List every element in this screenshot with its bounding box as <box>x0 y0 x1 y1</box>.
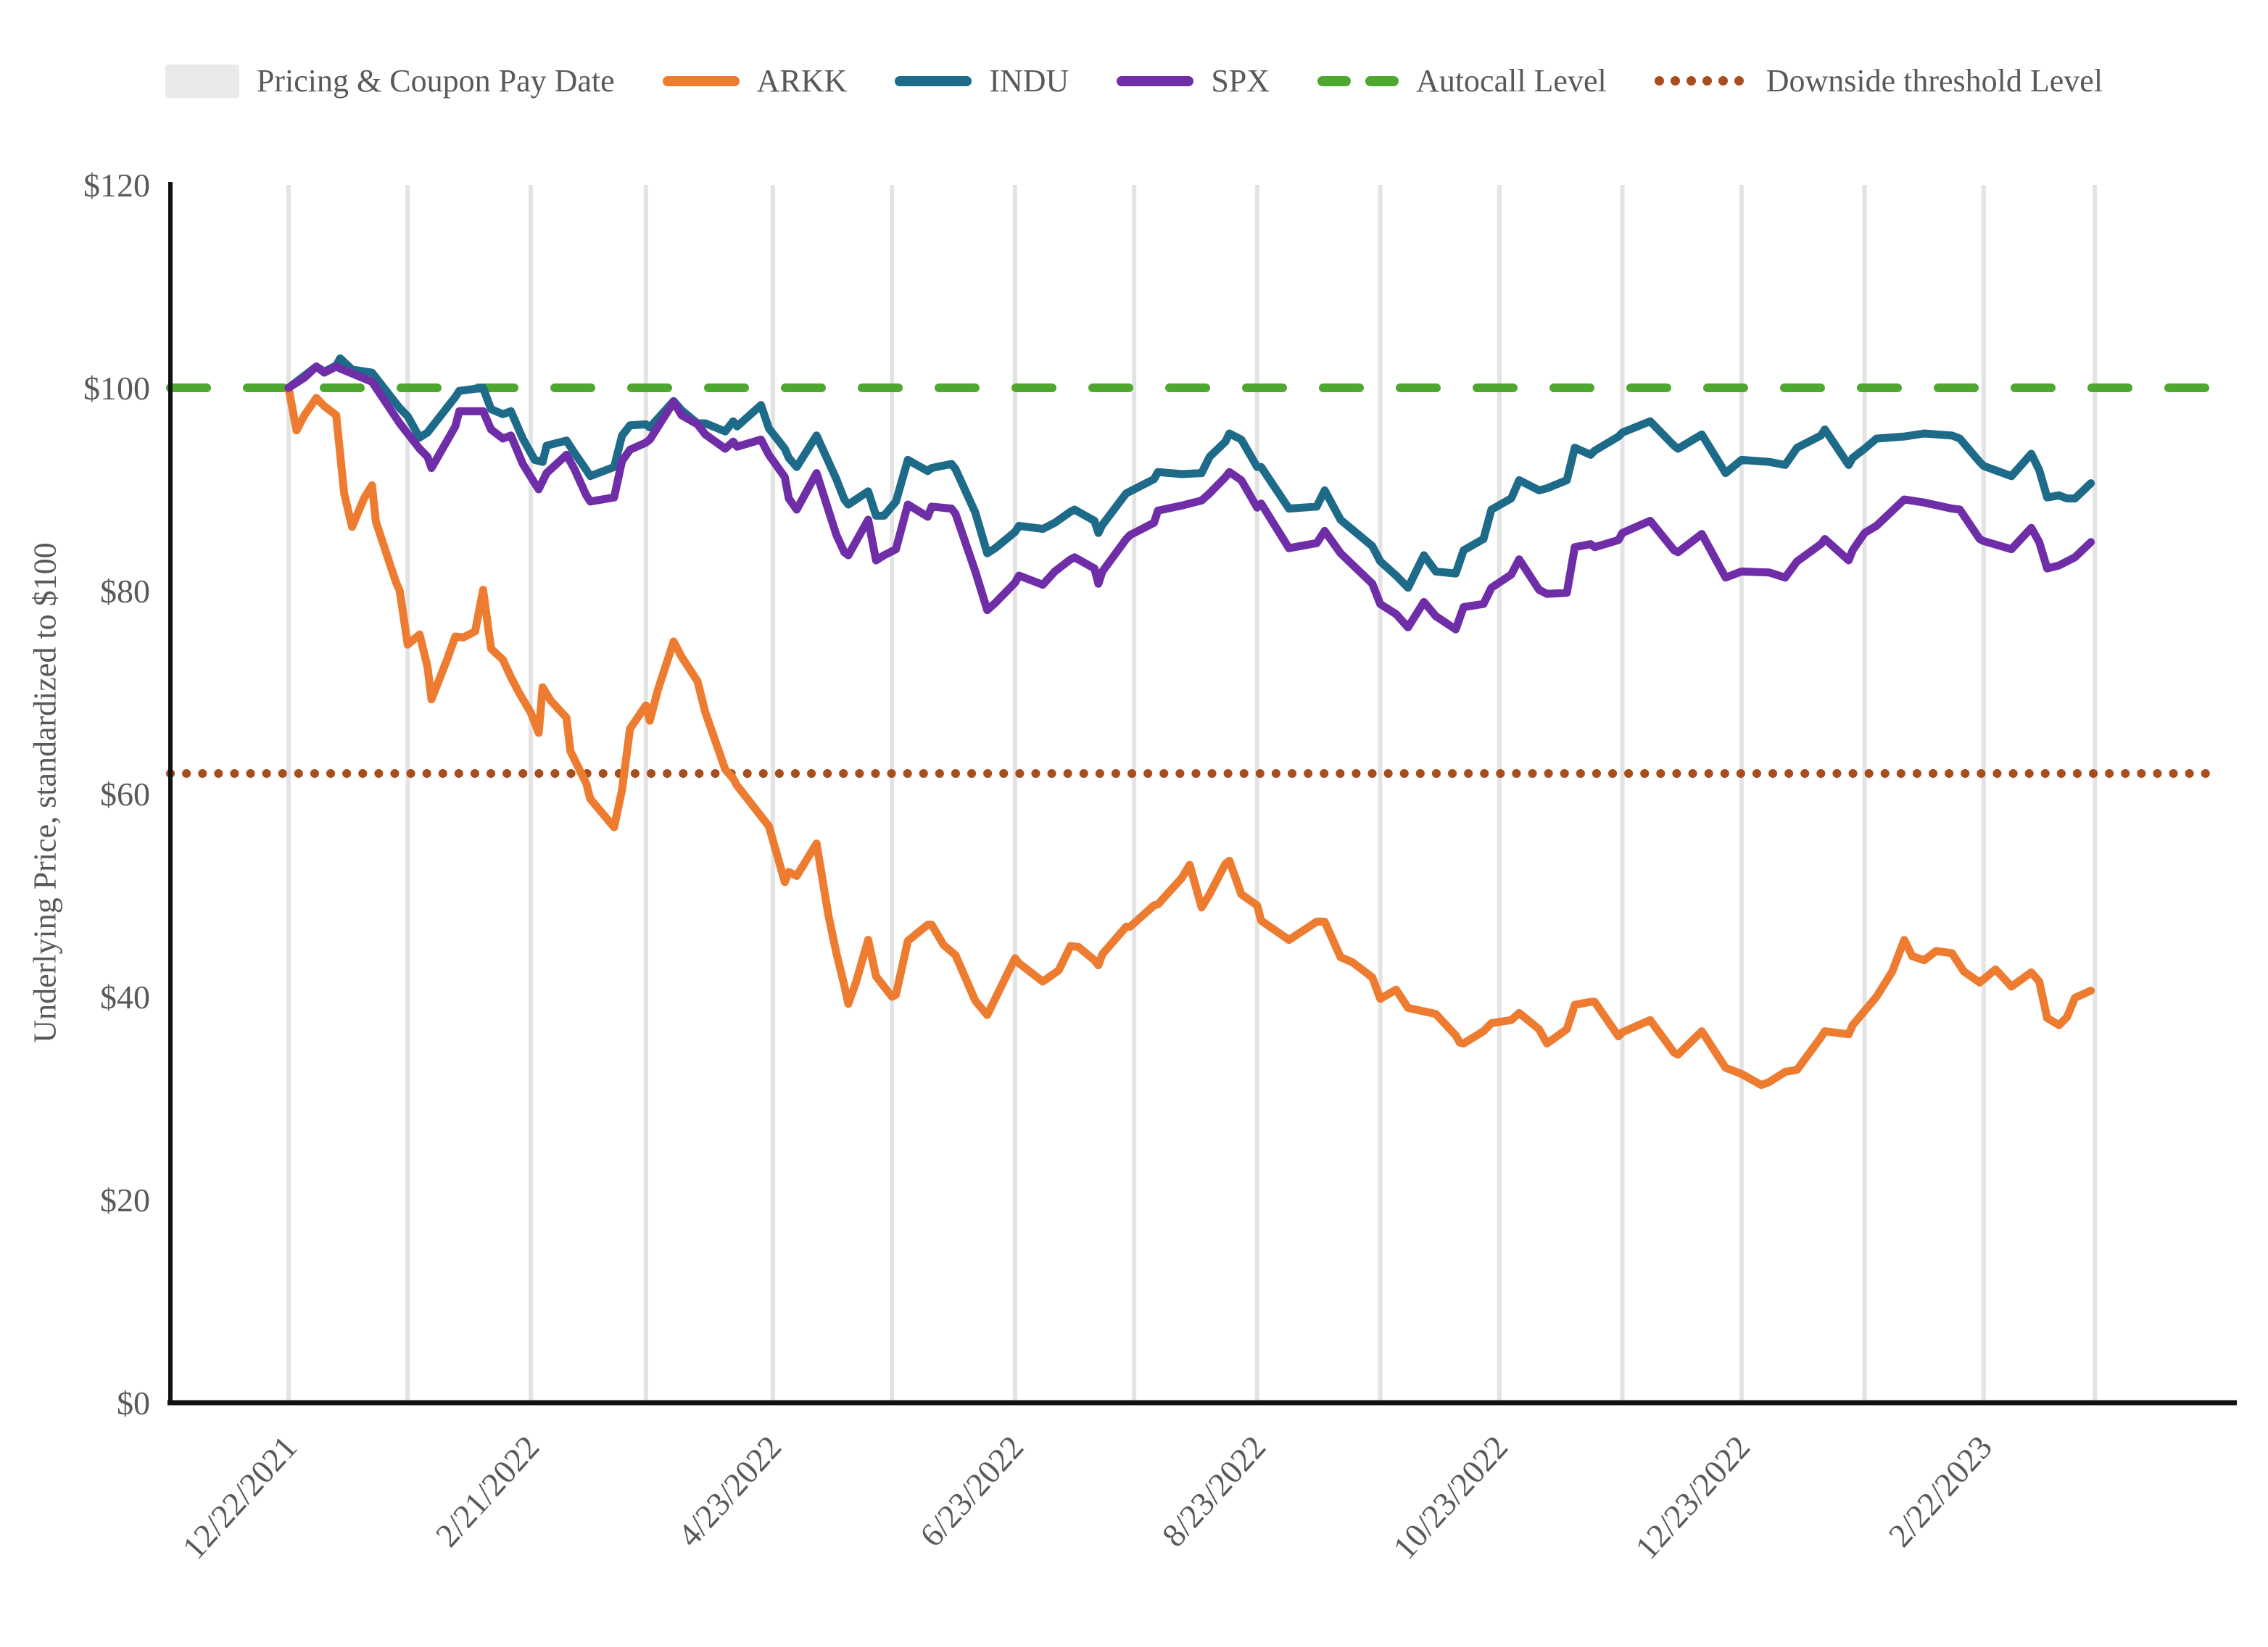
spx-line-swatch <box>1117 75 1194 86</box>
indu-line-swatch <box>895 75 972 86</box>
legend-label-autocall: Autocall Level <box>1416 63 1607 99</box>
x-tick-label: 4/23/2022 <box>671 1429 789 1554</box>
legend-label-threshold: Downside threshold Level <box>1766 63 2103 99</box>
x-tick-label: 6/23/2022 <box>913 1429 1031 1554</box>
y-tick-label: $100 <box>83 370 150 407</box>
y-tick-label: $20 <box>100 1182 150 1219</box>
plot-gridlines <box>286 185 2098 1401</box>
legend-item-spx: SPX <box>1117 62 1270 99</box>
threshold-dots-swatch <box>1654 76 1749 86</box>
x-tick-label: 10/23/2022 <box>1386 1429 1515 1567</box>
autocall-dash-swatch <box>1317 75 1399 86</box>
x-tick-label: 12/22/2021 <box>175 1429 304 1567</box>
y-tick-label: $60 <box>100 776 150 813</box>
x-tick-label: 2/21/2022 <box>429 1429 547 1554</box>
x-tick-label: 12/23/2022 <box>1628 1429 1757 1567</box>
legend-label-indu: INDU <box>989 63 1069 99</box>
arkk-series-line <box>284 383 2095 1090</box>
indu-series-line <box>284 354 2095 592</box>
legend-item-indu: INDU <box>895 62 1069 99</box>
x-tick-label: 8/23/2022 <box>1155 1429 1273 1554</box>
chart-legend: Pricing & Coupon Pay Date ARKK INDU SPX … <box>0 62 2268 99</box>
y-tick-label: $120 <box>83 167 150 204</box>
x-tick-label: 2/22/2023 <box>1882 1429 2000 1554</box>
y-tick-label: $80 <box>100 573 150 610</box>
pricing-band-swatch <box>165 64 239 98</box>
legend-label-pricing-band: Pricing & Coupon Pay Date <box>256 63 615 99</box>
legend-item-arkk: ARKK <box>662 62 848 99</box>
y-tick-label: $40 <box>100 979 150 1016</box>
legend-item-autocall: Autocall Level <box>1317 62 1607 99</box>
y-tick-label: $0 <box>117 1385 150 1422</box>
legend-item-threshold: Downside threshold Level <box>1654 62 2103 99</box>
arkk-line-swatch <box>662 75 740 86</box>
spx-series-line <box>284 362 2095 634</box>
legend-item-pricing-band: Pricing & Coupon Pay Date <box>165 62 615 99</box>
legend-label-spx: SPX <box>1211 63 1270 99</box>
legend-label-arkk: ARKK <box>756 63 848 99</box>
